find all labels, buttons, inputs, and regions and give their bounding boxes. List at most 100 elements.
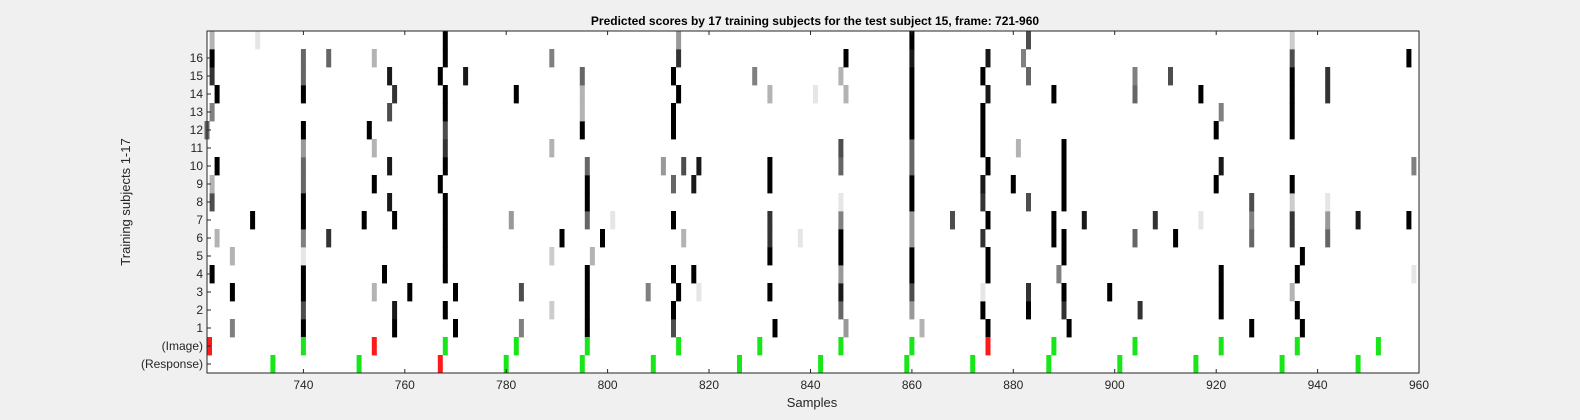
heatmap-cell: [980, 139, 986, 158]
heatmap-cell: [437, 175, 443, 194]
heatmap-cell: [843, 49, 849, 68]
y-tick-label: 15: [190, 69, 204, 83]
heatmap-cell: [767, 157, 773, 176]
heatmap-cell: [579, 85, 585, 104]
heatmap-cell: [1132, 85, 1138, 104]
heatmap-cell: [300, 265, 306, 284]
green-event-marker: [300, 337, 306, 356]
heatmap-cell: [1051, 229, 1057, 248]
heatmap-cell: [589, 247, 595, 266]
heatmap-cell: [909, 211, 915, 230]
x-tick-label: 920: [1206, 378, 1226, 392]
y-axis-ticks: 16 15 14 13 12 11 10 9 8 7 6 5 4 3 2 1 (Image) (Response): [141, 51, 211, 371]
heatmap-cell: [1325, 67, 1331, 86]
green-event-marker: [270, 355, 276, 374]
heatmap-cell: [300, 229, 306, 248]
heatmap-cell: [772, 319, 778, 338]
heatmap-cell: [1061, 283, 1067, 302]
heatmap-cell: [300, 67, 306, 86]
heatmap-cell: [1294, 265, 1300, 284]
heatmap-cell: [214, 229, 220, 248]
x-tick-label: 800: [598, 378, 618, 392]
heatmap-cell: [392, 211, 398, 230]
heatmap-cell: [1015, 139, 1021, 158]
y-tick-label: 14: [190, 87, 204, 101]
heatmap-cell: [549, 301, 555, 320]
red-event-marker: [371, 337, 377, 356]
heatmap-cell: [676, 31, 682, 50]
heatmap-cell: [838, 229, 844, 248]
heatmap-cell: [229, 319, 235, 338]
heatmap-cell: [442, 265, 448, 284]
heatmap-cell: [579, 67, 585, 86]
heatmap-cell: [1168, 67, 1173, 86]
heatmap-cell: [838, 283, 844, 302]
heatmap-cell: [1289, 193, 1295, 212]
heatmap-cell: [1289, 31, 1295, 50]
heatmap-cell: [980, 229, 986, 248]
heatmap-cell: [1411, 157, 1417, 176]
heatmap-cell: [843, 85, 849, 104]
heatmap-cell: [407, 283, 413, 302]
heatmap-cell: [549, 49, 555, 68]
green-event-marker: [676, 337, 682, 356]
y-tick-label: 6: [196, 231, 203, 245]
heatmap-cell: [300, 85, 306, 104]
heatmap-cell: [909, 157, 915, 176]
heatmap-cell: [300, 157, 306, 176]
heatmap-cell: [442, 85, 448, 104]
heatmap-cell: [1218, 103, 1224, 122]
heatmap-cell: [366, 121, 372, 140]
green-event-marker: [904, 355, 910, 374]
heatmap-cell: [442, 49, 448, 68]
heatmap-cell: [610, 211, 616, 230]
heatmap-cell: [584, 211, 590, 230]
heatmap-cell: [442, 121, 448, 140]
heatmap-cell: [1061, 175, 1067, 194]
heatmap-cell: [1213, 175, 1219, 194]
y-tick-label: 1: [196, 321, 203, 335]
heatmap-cell: [1051, 85, 1057, 104]
x-tick-label: 880: [1003, 378, 1023, 392]
green-event-marker: [1193, 355, 1199, 374]
heatmap-cell: [985, 247, 991, 266]
heatmap-cell: [1249, 319, 1255, 338]
heatmap-cell: [300, 247, 306, 266]
heatmap-cell: [843, 319, 849, 338]
heatmap-cell: [392, 301, 398, 320]
heatmap-cell: [1137, 301, 1143, 320]
heatmap-cell: [229, 283, 235, 302]
green-event-marker: [579, 355, 585, 374]
heatmap-cell: [326, 229, 332, 248]
y-tick-label: 12: [190, 123, 204, 137]
heatmap-cell: [300, 283, 306, 302]
heatmap-cell: [1289, 121, 1295, 140]
heatmap-cell: [559, 229, 565, 248]
green-event-marker: [1132, 337, 1138, 356]
heatmap-cell: [909, 85, 915, 104]
heatmap-cell: [980, 103, 986, 122]
heatmap-cell: [767, 229, 773, 248]
heatmap-cell: [300, 193, 306, 212]
heatmap-cell: [508, 211, 514, 230]
x-tick-label: 900: [1105, 378, 1125, 392]
heatmap-cell: [767, 85, 773, 104]
heatmap-cell: [980, 301, 986, 320]
heatmap-cell: [437, 67, 443, 86]
heatmap-cell: [1249, 193, 1255, 212]
heatmap-cell: [1061, 157, 1067, 176]
heatmap-cell: [513, 85, 519, 104]
heatmap-cell: [229, 247, 235, 266]
heatmap-cell: [1213, 121, 1219, 140]
green-event-marker: [356, 355, 362, 374]
heatmap-cell: [671, 265, 676, 284]
green-event-marker: [584, 337, 590, 356]
green-event-marker: [1355, 355, 1361, 374]
heatmap-cell: [797, 229, 803, 248]
heatmap-cell: [1289, 283, 1295, 302]
heatmap-cell: [214, 157, 220, 176]
heatmap-cell: [1132, 229, 1138, 248]
chart-title: Predicted scores by 17 training subjects…: [591, 14, 1039, 28]
y-tick-label: 16: [190, 51, 204, 65]
heatmap-cell: [909, 31, 915, 50]
